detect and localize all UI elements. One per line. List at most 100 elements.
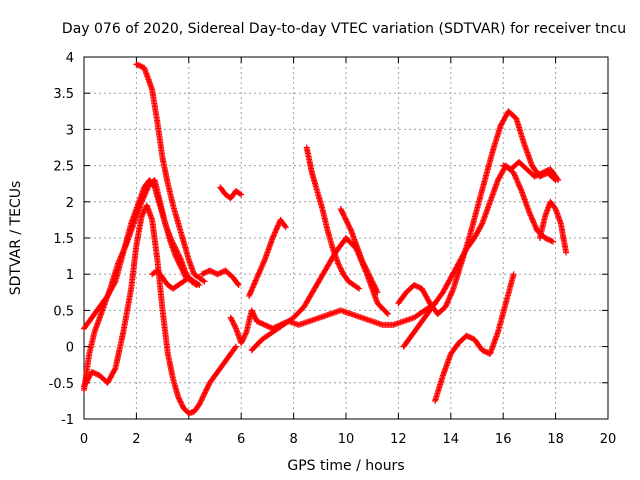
data-point [232, 344, 239, 351]
data-point [201, 269, 208, 276]
data-point [202, 269, 209, 276]
data-point [551, 204, 558, 211]
data-point [511, 171, 518, 178]
data-point [269, 235, 276, 241]
data-point [265, 323, 272, 330]
data-point [360, 260, 367, 267]
data-point [555, 177, 562, 184]
data-point [253, 318, 260, 325]
data-point [234, 280, 241, 287]
data-point [181, 272, 188, 279]
data-point [513, 176, 520, 183]
data-point [514, 178, 521, 185]
data-point [260, 321, 267, 328]
data-point [416, 284, 423, 291]
data-point [481, 348, 488, 355]
data-point [179, 402, 186, 409]
data-point [246, 292, 253, 299]
y-tick-label: 2 [66, 196, 74, 211]
x-tick-label: 0 [80, 432, 88, 447]
data-point [115, 260, 122, 267]
data-point [204, 385, 211, 392]
y-tick-label: 1 [66, 268, 74, 283]
data-point [445, 296, 452, 303]
data-point [117, 254, 124, 261]
data-point [365, 271, 372, 278]
data-point [141, 193, 148, 200]
data-point [344, 220, 351, 227]
data-point [533, 224, 540, 231]
data-point [174, 257, 181, 264]
data-point [359, 258, 366, 265]
data-point [143, 187, 150, 194]
data-point [88, 368, 95, 375]
data-point [142, 190, 149, 197]
data-point [139, 211, 146, 218]
data-point [531, 220, 538, 227]
axis-ticks: 0 2 4 6 8 10 12 14 16 18 20 -1 -0.5 0 0.5 1 1.5 2 2.5 3 3.5 4 [49, 51, 617, 447]
x-tick-label: 16 [495, 432, 512, 447]
data-point [267, 324, 274, 331]
data-point [339, 210, 346, 217]
x-tick-label: 14 [443, 432, 460, 447]
data-point [338, 267, 345, 274]
data-point [446, 294, 453, 301]
data-point [201, 278, 208, 285]
data-point [364, 268, 371, 275]
data-point [246, 291, 253, 298]
data-point [362, 264, 369, 271]
data-point [542, 168, 549, 175]
data-point [554, 175, 561, 182]
data-point [256, 269, 263, 276]
data-point [543, 235, 550, 242]
data-point [413, 283, 420, 290]
data-point [250, 281, 257, 288]
data-point [448, 291, 455, 298]
data-point [119, 249, 126, 256]
data-point [238, 191, 245, 198]
data-point [516, 182, 523, 189]
data-point [212, 269, 218, 276]
data-point [517, 185, 524, 192]
data-point [139, 196, 146, 203]
data-point [261, 321, 268, 328]
data-point [263, 322, 270, 329]
data-point [217, 269, 224, 276]
data-point [242, 330, 249, 337]
data-point [536, 171, 543, 178]
data-point [464, 333, 471, 340]
data-point [444, 299, 451, 306]
data-point [534, 172, 541, 179]
data-point [116, 257, 123, 264]
data-point [371, 282, 378, 289]
data-point [91, 370, 98, 377]
data-point [339, 208, 346, 215]
data-point [367, 274, 374, 281]
data-point [527, 212, 534, 219]
data-point [200, 277, 207, 284]
data-point [542, 235, 549, 241]
data-point [515, 180, 522, 187]
data-point [273, 225, 280, 232]
data-point [218, 269, 225, 276]
data-point [90, 369, 97, 376]
data-point [176, 261, 183, 268]
data-point [201, 390, 208, 397]
data-point [252, 278, 259, 285]
data-point [341, 212, 348, 219]
data-point [111, 366, 118, 373]
data-point [235, 282, 242, 289]
data-point [202, 387, 209, 394]
data-point [230, 320, 237, 327]
data-point [204, 383, 211, 390]
data-point [535, 171, 542, 178]
data-point [142, 189, 149, 196]
data-point [255, 318, 262, 325]
data-point [180, 269, 187, 276]
data-point [120, 247, 127, 254]
data-point [257, 320, 264, 327]
data-point [548, 238, 555, 245]
data-point [539, 169, 546, 176]
data-point [274, 223, 281, 230]
